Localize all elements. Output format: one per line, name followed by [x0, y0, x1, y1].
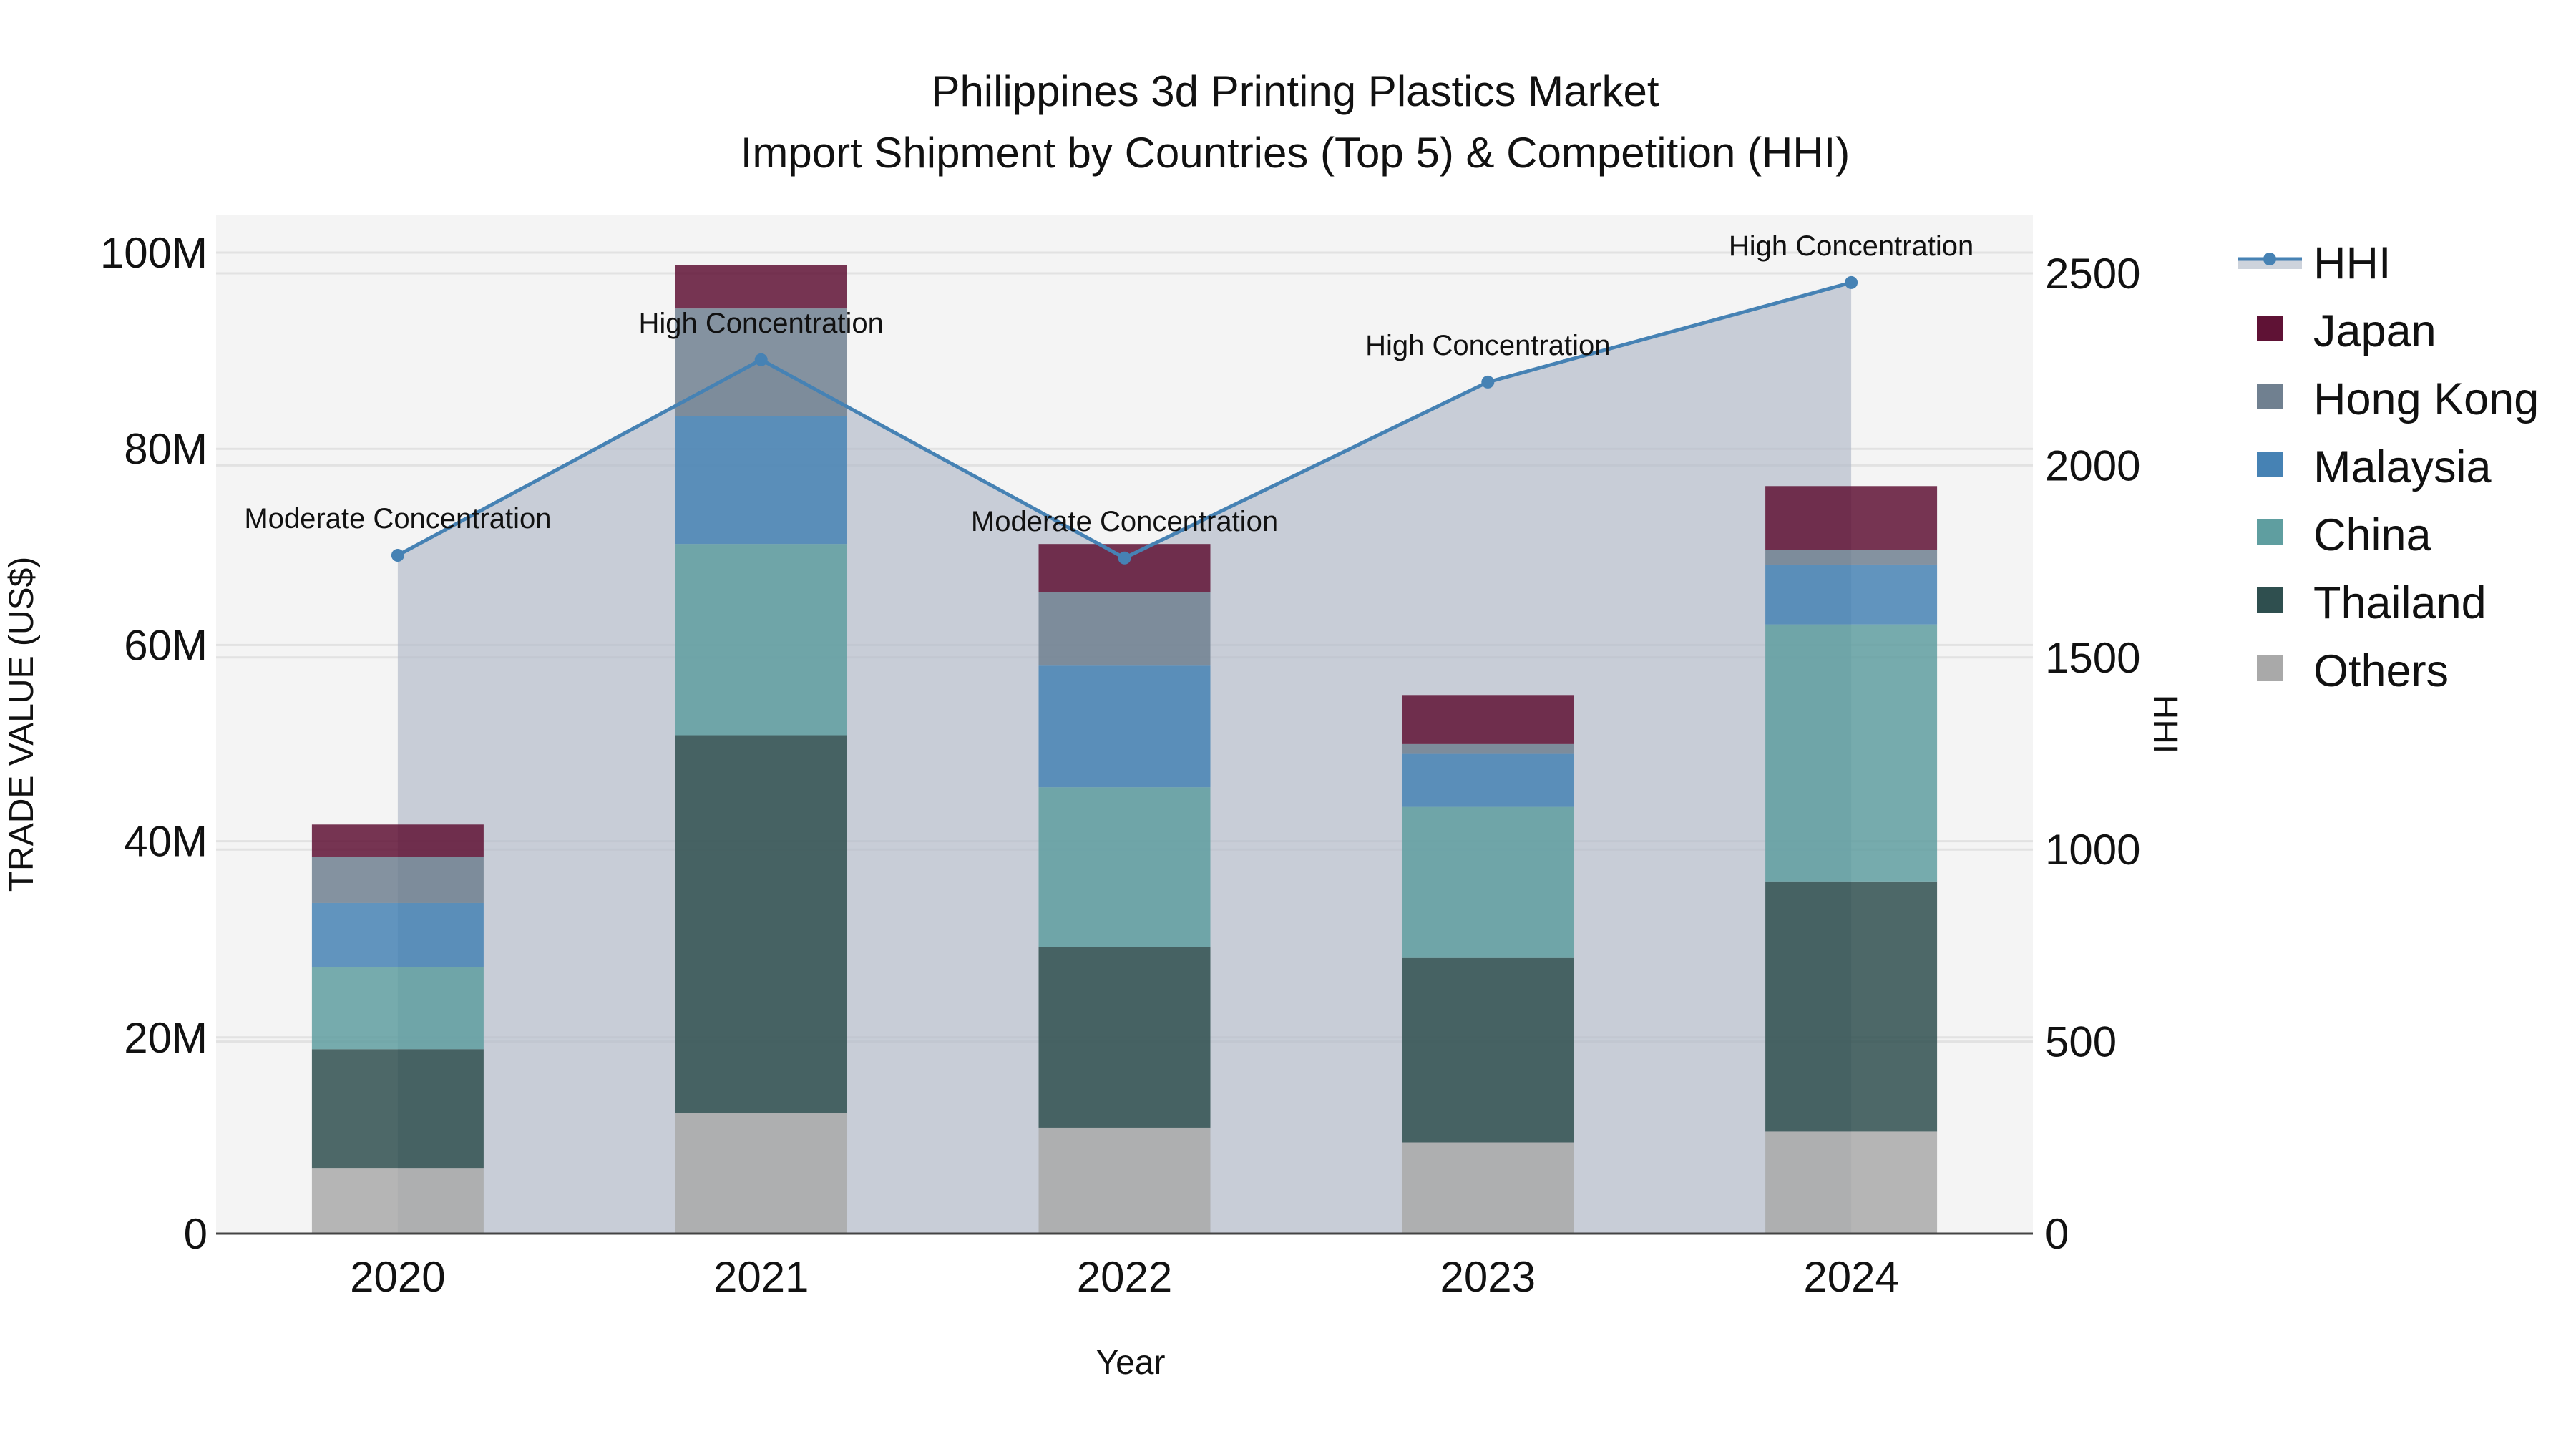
- legend-item-thailand[interactable]: Thailand: [2257, 578, 2487, 628]
- bar-segment-others-2023[interactable]: [1402, 1142, 1574, 1234]
- legend-item-others[interactable]: Others: [2257, 646, 2449, 696]
- y-right-tick: 500: [2045, 1018, 2117, 1066]
- y-left-tick: 20M: [124, 1014, 208, 1062]
- bar-segment-malaysia-2022[interactable]: [1038, 665, 1211, 788]
- bar-segment-malaysia-2021[interactable]: [675, 416, 847, 545]
- y-left-tick: 40M: [124, 818, 208, 866]
- legend-item-hong-kong[interactable]: Hong Kong: [2257, 374, 2539, 424]
- y-left-tick: 0: [184, 1210, 208, 1258]
- legend-swatch-icon: [2257, 384, 2283, 409]
- y-left-tick: 80M: [124, 425, 208, 473]
- y-right-axis-title: HHI: [2146, 695, 2184, 754]
- hhi-marker-2021[interactable]: [754, 353, 768, 366]
- bar-segment-japan-2021[interactable]: [675, 265, 847, 309]
- legend-item-japan[interactable]: Japan: [2257, 306, 2436, 356]
- bar-segment-malaysia-2023[interactable]: [1402, 753, 1574, 807]
- x-tick-2022: 2022: [1077, 1253, 1172, 1301]
- y-left-axis-title: TRADE VALUE (US$): [3, 557, 41, 892]
- x-ticks: 2020 2021 2022 2023 2024: [350, 1253, 1899, 1301]
- bar-segment-hong-kong-2024[interactable]: [1765, 550, 1938, 565]
- bar-segment-thailand-2024[interactable]: [1765, 881, 1938, 1132]
- chart-title-line2: Import Shipment by Countries (Top 5) & C…: [741, 129, 1850, 177]
- hhi-marker-2020[interactable]: [391, 549, 404, 562]
- x-tick-2020: 2020: [350, 1253, 445, 1301]
- legend: HHI Japan Hong Kong Malaysia China Thailand Ot…: [2238, 238, 2539, 696]
- bar-segment-others-2020[interactable]: [311, 1168, 484, 1234]
- bars: [311, 265, 1938, 1234]
- y-right-tick: 1000: [2045, 826, 2140, 874]
- hhi-annotation-2023: High Concentration: [1365, 330, 1610, 361]
- legend-item-hhi[interactable]: HHI: [2238, 238, 2391, 288]
- legend-label: Hong Kong: [2313, 374, 2539, 424]
- hhi-annotations: Moderate Concentration High Concentration…: [244, 230, 1974, 537]
- bar-segment-thailand-2022[interactable]: [1038, 947, 1211, 1128]
- legend-swatch-icon: [2257, 452, 2283, 477]
- bar-segment-others-2022[interactable]: [1038, 1127, 1211, 1234]
- y-right-tick: 0: [2045, 1210, 2069, 1258]
- legend-label: China: [2313, 510, 2432, 560]
- legend-label: Thailand: [2313, 578, 2487, 628]
- bar-segment-thailand-2023[interactable]: [1402, 957, 1574, 1143]
- bar-segment-japan-2024[interactable]: [1765, 486, 1938, 550]
- x-tick-2024: 2024: [1803, 1253, 1898, 1301]
- hhi-marker-2023[interactable]: [1481, 375, 1495, 389]
- y-left-tick: 100M: [100, 229, 208, 277]
- bar-segment-japan-2022[interactable]: [1038, 544, 1211, 592]
- hhi-annotation-2022: Moderate Concentration: [971, 506, 1278, 537]
- legend-swatch-icon: [2257, 519, 2283, 545]
- bar-segment-china-2020[interactable]: [311, 967, 484, 1050]
- hhi-marker-2024[interactable]: [1845, 275, 1858, 289]
- legend-swatch-icon: [2257, 655, 2283, 681]
- bar-segment-china-2021[interactable]: [675, 544, 847, 736]
- y-right-tick: 2000: [2045, 441, 2140, 489]
- bar-segment-others-2024[interactable]: [1765, 1131, 1938, 1234]
- legend-item-china[interactable]: China: [2257, 510, 2432, 560]
- legend-swatch-icon: [2257, 587, 2283, 613]
- bar-segment-hong-kong-2022[interactable]: [1038, 592, 1211, 666]
- y-right-ticks: 0 500 1000 1500 2000 2500: [2045, 250, 2140, 1258]
- bar-segment-japan-2023[interactable]: [1402, 695, 1574, 744]
- chart-title-line1: Philippines 3d Printing Plastics Market: [931, 67, 1659, 115]
- bar-segment-china-2024[interactable]: [1765, 624, 1938, 882]
- y-left-tick: 60M: [124, 621, 208, 669]
- bar-segment-malaysia-2024[interactable]: [1765, 564, 1938, 625]
- hhi-annotation-2020: Moderate Concentration: [244, 503, 551, 535]
- bar-segment-hong-kong-2020[interactable]: [311, 857, 484, 903]
- legend-marker-icon: [2263, 253, 2276, 265]
- legend-swatch-icon: [2257, 316, 2283, 341]
- bar-segment-thailand-2021[interactable]: [675, 735, 847, 1113]
- x-tick-2021: 2021: [713, 1253, 809, 1301]
- legend-label: HHI: [2313, 238, 2391, 288]
- y-left-ticks: 0 20M 40M 60M 80M 100M: [100, 229, 208, 1258]
- bar-segment-hong-kong-2023[interactable]: [1402, 743, 1574, 754]
- x-axis-title: Year: [1096, 1344, 1166, 1382]
- hhi-line: [391, 275, 1858, 565]
- bar-segment-china-2023[interactable]: [1402, 806, 1574, 958]
- y-right-tick: 1500: [2045, 634, 2140, 682]
- hhi-annotation-2024: High Concentration: [1729, 230, 1974, 262]
- bar-segment-malaysia-2020[interactable]: [311, 902, 484, 967]
- legend-item-malaysia[interactable]: Malaysia: [2257, 442, 2492, 492]
- x-tick-2023: 2023: [1440, 1253, 1536, 1301]
- legend-label: Japan: [2313, 306, 2436, 356]
- bar-segment-thailand-2020[interactable]: [311, 1049, 484, 1169]
- bar-segment-others-2021[interactable]: [675, 1113, 847, 1234]
- bar-segment-china-2022[interactable]: [1038, 787, 1211, 947]
- legend-label: Others: [2313, 646, 2449, 696]
- hhi-marker-2022[interactable]: [1118, 551, 1131, 565]
- y-right-tick: 2500: [2045, 250, 2140, 298]
- bar-segment-japan-2020[interactable]: [311, 824, 484, 857]
- hhi-annotation-2021: High Concentration: [638, 308, 883, 339]
- legend-label: Malaysia: [2313, 442, 2492, 492]
